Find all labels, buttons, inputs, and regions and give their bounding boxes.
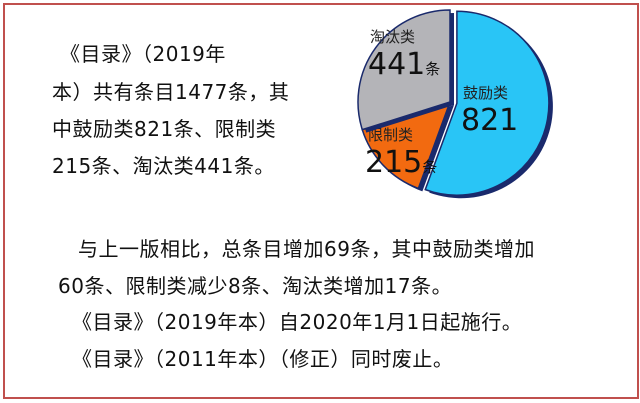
slice-value: 821 [461, 103, 518, 138]
slice-value: 441条 [368, 47, 440, 82]
text-line: 《目录》（2019年本）自2020年1月1日起施行。 [72, 310, 523, 334]
text-line: 215条、淘汰类441条。 [52, 154, 275, 178]
text-line: 本）共有条目1477条，其 [52, 80, 290, 104]
pie-slice [424, 10, 550, 196]
text-line: 《目录》（2011年本）（修正）同时废止。 [72, 347, 454, 371]
pie-slice [357, 9, 451, 131]
slice-label: 限制类 [368, 126, 413, 144]
slice-label: 鼓励类 [463, 84, 508, 102]
text-line: 60条、限制类减少8条、淘汰类增加17条。 [58, 274, 453, 298]
slice-label: 淘汰类 [370, 28, 415, 46]
text-line: 与上一版相比，总条目增加69条，其中鼓励类增加 [78, 237, 535, 261]
text-line: 《目录》（2019年 [60, 42, 226, 66]
text-line: 中鼓励类821条、限制类 [52, 117, 277, 141]
red-frame [3, 3, 639, 399]
